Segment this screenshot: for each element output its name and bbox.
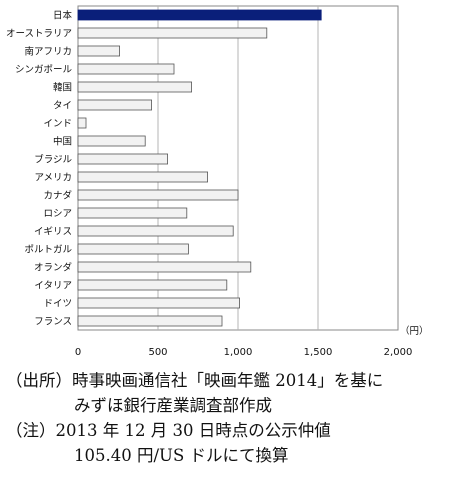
x-tick-label: 500 [148, 347, 167, 358]
bar [77, 99, 152, 111]
source-notes: （出所）時事映画通信社「映画年鑑 2014」を基に みずほ銀行産業調査部作成 （… [6, 368, 450, 468]
category-label: オーストラリア [6, 29, 72, 40]
unit-label: （円） [400, 325, 429, 337]
category-label: オランダ [34, 262, 73, 274]
bar [77, 135, 146, 147]
category-label: イタリア [34, 281, 72, 292]
category-label: シンガポール [15, 65, 73, 76]
bar [77, 297, 241, 309]
x-tick-label: 2,000 [384, 347, 413, 358]
bars [77, 9, 322, 327]
x-tick-label: 0 [75, 347, 81, 358]
bar [77, 189, 239, 201]
category-label: ブラジル [34, 154, 72, 166]
category-label: ポルトガル [24, 245, 72, 256]
category-label: カナダ [43, 190, 72, 202]
bar [77, 225, 234, 237]
x-tick-labels: 0 500 1,000 1,500 2,000 [75, 347, 413, 358]
bar [77, 45, 120, 57]
bar-chart: 日本オーストラリア南アフリカシンガポール韓国タイインド中国ブラジルアメリカカナダ… [6, 5, 429, 358]
x-tick-label: 1,500 [304, 347, 333, 358]
category-label: アメリカ [34, 173, 72, 184]
grid-lines [157, 6, 319, 330]
category-label: フランス [34, 317, 72, 328]
bar [77, 27, 268, 39]
category-label: 日本 [53, 10, 73, 22]
bar [77, 63, 175, 75]
category-label: ロシア [43, 209, 72, 220]
bar [77, 117, 87, 129]
bar [77, 207, 188, 219]
bar [77, 261, 252, 273]
bar [77, 171, 209, 183]
bar [77, 153, 168, 165]
category-label: 南アフリカ [24, 46, 72, 58]
x-tick-label: 1,000 [224, 347, 253, 358]
category-label: インド [43, 119, 72, 130]
note-remark: （注）2013 年 12 月 30 日時点の公示仲値 [6, 421, 331, 440]
bar [77, 81, 192, 93]
note-remark-cont: 105.40 円/US ドルにて換算 [74, 446, 289, 465]
category-label: 中国 [53, 136, 72, 148]
note-source-cont: みずほ銀行産業調査部作成 [74, 396, 272, 415]
bar [77, 243, 189, 255]
bar [77, 279, 228, 291]
category-labels: 日本オーストラリア南アフリカシンガポール韓国タイインド中国ブラジルアメリカカナダ… [6, 10, 73, 328]
note-source: （出所）時事映画通信社「映画年鑑 2014」を基に [6, 371, 384, 390]
bar [77, 9, 322, 21]
category-label: タイ [53, 101, 72, 112]
category-label: 韓国 [53, 83, 72, 94]
category-label: ドイツ [43, 299, 72, 310]
category-label: イギリス [34, 227, 72, 238]
bar [77, 315, 223, 327]
